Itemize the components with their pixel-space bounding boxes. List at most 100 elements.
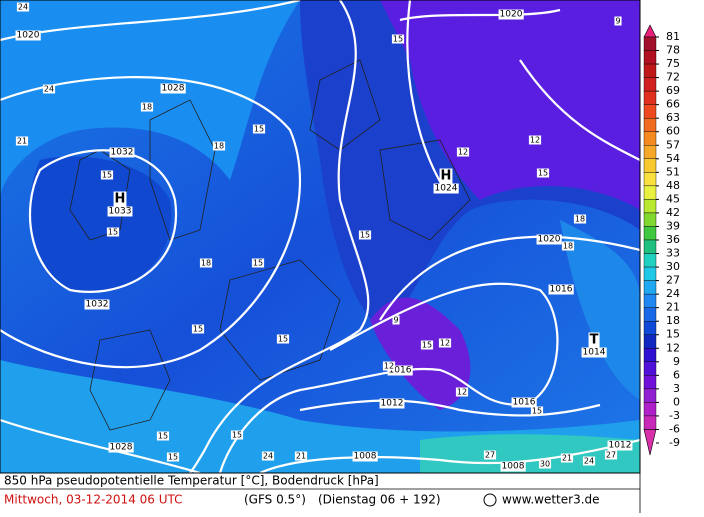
isobar-label: 1016 [389,366,412,376]
label-box [538,459,552,469]
colorbar-segment [643,348,657,362]
colorbar-segment [643,361,657,376]
colorbar-tick-label: 72 [666,71,680,84]
isobar-label: 1028 [162,84,185,94]
colorbar-segment [643,402,657,417]
colorbar-tick-label: 69 [666,84,680,97]
label-box [588,332,600,348]
colorbar-tick-label: 39 [666,219,680,232]
label-box [498,9,524,20]
label-box [456,147,470,157]
colorbar-tick-label: 81 [666,30,680,43]
temperature-label: 12 [530,136,540,145]
colorbar-segment [643,158,657,173]
label-box [100,170,114,180]
temperature-label: 12 [457,388,467,397]
colorbar-segment [643,212,657,227]
temperature-label: 15 [254,125,264,134]
label-box [113,191,127,207]
isobar-label: 1028 [110,443,133,453]
isobar-label: 1008 [502,462,525,472]
temperature-label: 18 [214,142,224,151]
colorbar-tick-label: 57 [666,138,680,151]
source: www.wetter3.de [502,493,600,507]
pressure-center-symbol: T [590,333,599,348]
colorbar-tick-label: 27 [666,274,680,287]
colorbar-segment [643,280,657,295]
isobar-label: 1012 [609,441,632,451]
isobar-label: 1032 [111,148,134,158]
colorbar-tick-label: 0 [673,395,680,408]
colorbar-segment [643,172,657,187]
temperature-label: 15 [422,341,432,350]
label-box [483,450,497,460]
colorbar-tick-label: 24 [666,287,680,300]
colorbar-segment [643,334,657,349]
colorbar-tick-label: -6 [669,422,680,435]
colorbar-segment [643,375,657,390]
temperature-label: 30 [540,460,550,469]
temperature-label: 15 [168,453,178,462]
temperature-label: 12 [440,339,450,348]
colorbar-segment [643,50,657,65]
temperature-label: 15 [393,35,403,44]
isobar-label: 1012 [381,399,404,409]
colorbar-tick-label: 75 [666,57,680,70]
temperature-label: 15 [278,335,288,344]
label-box [276,334,290,344]
label-box [433,183,459,194]
copyright-icon [483,493,497,507]
temperature-label: 21 [296,452,306,461]
colorbar-tick-label: 60 [666,125,680,138]
colorbar-tick-label: 45 [666,192,680,205]
isobar-label: 1016 [513,398,536,408]
label-box [573,214,587,224]
label-box [387,365,413,376]
temperature-label: 24 [44,85,54,94]
colorbar-segment [643,104,657,119]
temperature-label: 27 [606,451,616,460]
colorbar-tick-label: 78 [666,44,680,57]
colorbar-tick-label: 54 [666,152,680,165]
label-box [455,387,469,397]
colorbar-tick-label: 18 [666,314,680,327]
colorbar-tick-label: -3 [669,409,680,422]
valid-time: Mittwoch, 03-12-2014 06 UTC [4,493,183,507]
colorbar-segment [643,239,657,254]
temperature-label: 27 [485,451,495,460]
map-title: 850 hPa pseudopotentielle Temperatur [°C… [4,474,379,488]
isobar-label: 1032 [86,300,109,310]
colorbar-segment [643,36,657,51]
label-box [614,16,622,26]
temperature-label: 12 [384,362,394,371]
label-box [391,34,405,44]
colorbar-segment [643,145,657,159]
isobar-label: 1020 [500,10,523,20]
colorbar-cap [643,24,657,38]
label-box [548,284,574,295]
label-box [140,102,154,112]
label-box [15,136,29,146]
label-box [42,84,56,94]
temperature-label: 24 [584,457,594,466]
colorbar-segment [643,117,657,132]
colorbar-segment [643,321,657,335]
temperature-label: 15 [108,228,118,237]
colorbar-tick-label: 36 [666,233,680,246]
model-run: (Dienstag 06 + 192) [318,493,441,507]
colorbar-tick-label: 9 [673,355,680,368]
label-box [109,147,135,158]
map-area [0,0,640,473]
colorbar-tick-label: -9 [669,436,680,449]
colorbar-tick-label: 6 [673,368,680,381]
temperature-label: 15 [102,171,112,180]
temperature-label: 18 [563,242,573,251]
label-box [107,206,133,217]
temperature-label: 24 [18,3,28,12]
colorbar-tick-label: 42 [666,206,680,219]
temperature-label: 21 [562,454,572,463]
label-box [561,241,575,251]
isobar-label: 1016 [550,285,573,295]
